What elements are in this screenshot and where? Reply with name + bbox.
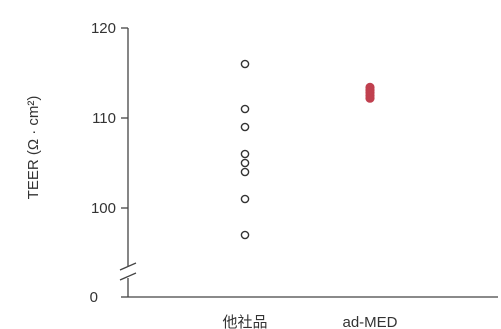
data-point (240, 167, 250, 177)
data-point (365, 93, 375, 103)
data-point (240, 149, 250, 159)
axis-break-mark (119, 272, 137, 281)
axis-break-mark (119, 262, 137, 271)
y-ticks: 120 110 100 0 (90, 20, 128, 306)
data-point (240, 194, 250, 204)
data-point (240, 158, 250, 168)
data-points (240, 59, 375, 240)
y-axis-title: TEER (Ω · cm²) (25, 96, 42, 200)
data-point (240, 230, 250, 240)
axes (119, 28, 498, 298)
category-label: ad-MED (342, 314, 397, 329)
category-label: 他社品 (222, 314, 267, 329)
y-tick-label: 120 (91, 20, 116, 37)
y-tick-label: 110 (92, 110, 116, 127)
y-tick-label: 100 (91, 200, 116, 217)
labels: TEER (Ω · cm²) 他社品 ad-MED (25, 96, 398, 329)
data-point (240, 59, 250, 69)
data-point (240, 104, 250, 114)
y-tick-label: 0 (90, 289, 98, 306)
data-point (240, 122, 250, 132)
